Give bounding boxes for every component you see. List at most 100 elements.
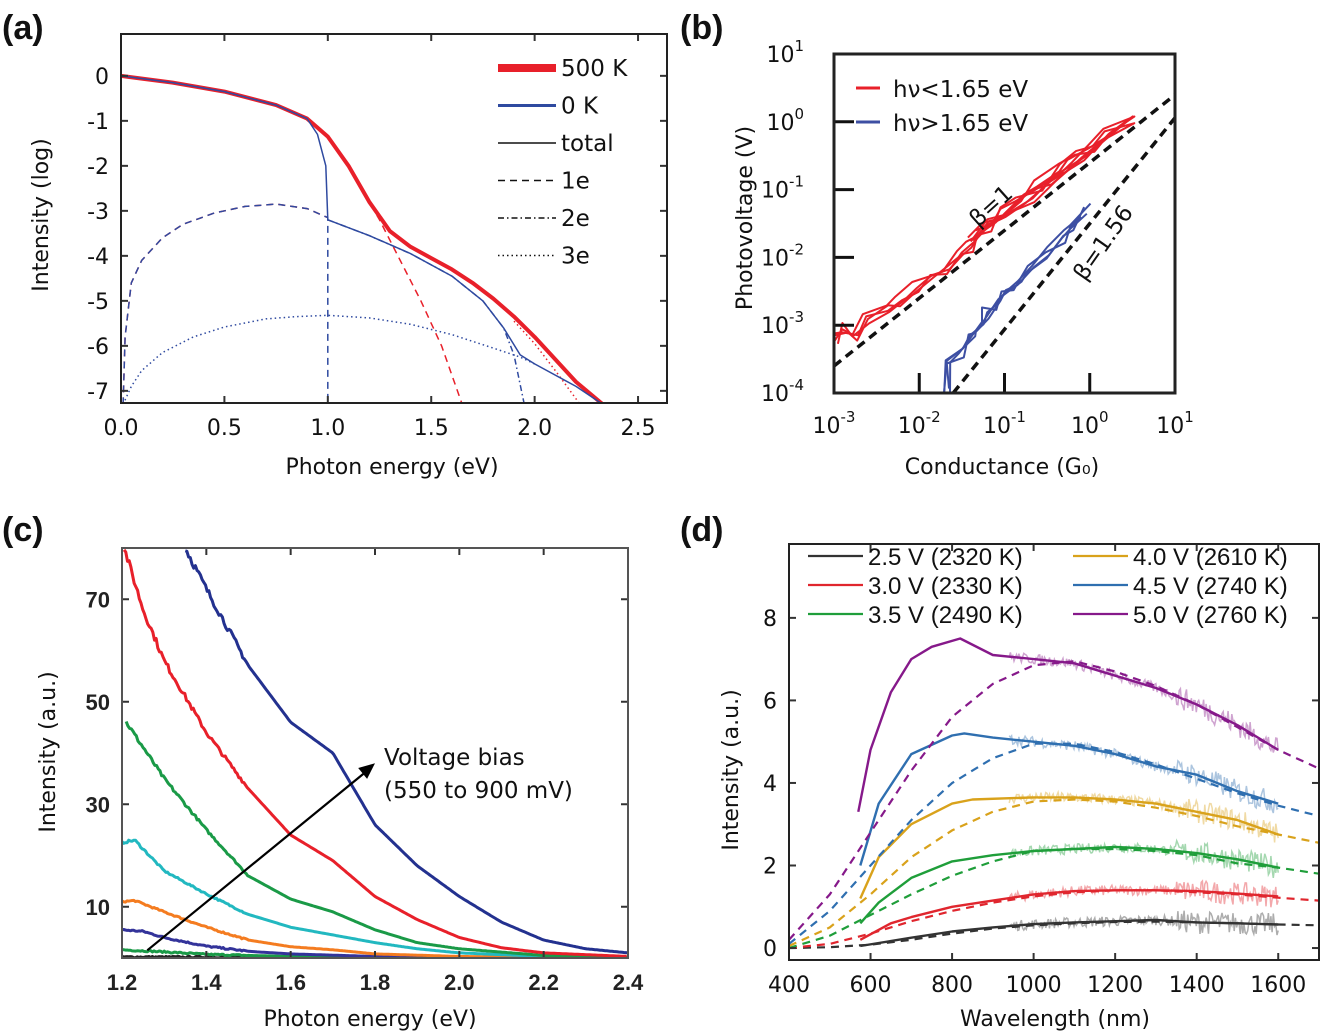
y-tick-label: -4	[87, 245, 109, 270]
x-tick-label: 2.2	[528, 970, 559, 995]
annotation-line1: Voltage bias	[384, 745, 525, 771]
x-tick-label: 1.6	[275, 970, 306, 995]
tick-exponent: 0	[794, 105, 804, 123]
fit-line	[789, 660, 1319, 941]
tick-base: 10	[766, 43, 794, 68]
series-line	[184, 549, 628, 955]
y-tick-label: 100	[766, 105, 804, 136]
legend-label: 3.5 V (2490 K)	[868, 602, 1023, 629]
series-line	[121, 75, 603, 403]
y-tick-label: -5	[87, 290, 109, 315]
panel-d: (d) Wavelength (nm) Intensity (a.u.) 400 600…	[680, 511, 1320, 1032]
y-tick-label: 30	[86, 792, 110, 817]
series-line	[122, 548, 627, 958]
x-tick-label: 0.5	[207, 416, 242, 441]
tick-exponent: -1	[1011, 408, 1026, 426]
series-line	[859, 845, 1279, 925]
tick-base: 10	[813, 414, 841, 439]
y-axis-label: Intensity (a.u.)	[719, 689, 744, 850]
x-tick-label: 400	[768, 973, 810, 998]
y-tick-label: 10	[86, 895, 110, 920]
y-tick-label: 70	[86, 587, 110, 612]
y-tick-label: -2	[87, 155, 109, 180]
x-tick-label: 1400	[1169, 973, 1225, 998]
y-axis-label: Photovoltage (V)	[733, 126, 758, 310]
tick-base: 10	[761, 246, 789, 271]
legend: 2.5 V (2320 K)3.0 V (2330 K)3.5 V (2490 …	[808, 544, 1288, 629]
legend-label: 0 K	[561, 94, 599, 120]
raw-data-line	[1008, 652, 1279, 753]
tick-exponent: -4	[789, 376, 804, 394]
legend-label: 2.5 V (2320 K)	[868, 544, 1023, 571]
fit-label: β=1.56	[1069, 201, 1139, 286]
legend-label: total	[561, 131, 614, 157]
tick-exponent: -1	[789, 173, 804, 191]
tick-base: 10	[898, 414, 926, 439]
panel-label: (a)	[2, 9, 44, 47]
panel-label: (d)	[680, 511, 723, 549]
x-tick-label: 1000	[1006, 973, 1062, 998]
y-axis-label: Intensity (log)	[29, 138, 54, 291]
x-tick-label: 10-1	[983, 408, 1026, 439]
x-axis-label: Photon energy (eV)	[263, 1007, 476, 1032]
legend-label: hν>1.65 eV	[893, 111, 1028, 137]
x-axis-label: Photon energy (eV)	[285, 455, 498, 480]
x-axis-label: Conductance (G₀)	[905, 455, 1099, 480]
tick-base: 10	[1071, 414, 1099, 439]
x-tick-label: 1600	[1250, 973, 1306, 998]
x-tick-label: 10-3	[813, 408, 856, 439]
fit-line	[834, 93, 1175, 368]
x-tick-label: 1.2	[107, 970, 138, 995]
legend-label: 500 K	[561, 56, 628, 82]
x-tick-label: 101	[1156, 408, 1194, 439]
x-tick-label: 1200	[1087, 973, 1143, 998]
legend-label: 4.0 V (2610 K)	[1133, 544, 1288, 571]
panel-a: (a) Photon energy (eV) Intensity (log) 0.0 0…	[2, 9, 668, 480]
x-tick-label: 2.5	[621, 416, 656, 441]
series-line	[121, 73, 605, 403]
x-tick-label: 0.0	[104, 416, 139, 441]
y-tick-label: -1	[87, 110, 109, 135]
legend: 500 K 0 K total 1e 2e 3e	[498, 56, 628, 270]
y-tick-label: -7	[87, 380, 109, 405]
annotation-line2: (550 to 900 mV)	[384, 778, 573, 804]
y-tick-label: -6	[87, 335, 109, 360]
series-line	[859, 889, 1279, 941]
series-line	[122, 203, 329, 403]
tick-exponent: -2	[926, 408, 941, 426]
series-line	[327, 219, 525, 403]
y-tick-label: 8	[763, 607, 777, 632]
x-tick-label: 1.5	[414, 416, 449, 441]
legend-label: 2e	[561, 206, 590, 232]
x-tick-label: 1.0	[310, 416, 345, 441]
series-line	[124, 720, 628, 958]
tick-base: 10	[761, 314, 789, 339]
tick-exponent: -3	[789, 308, 804, 326]
tick-base: 10	[761, 382, 789, 407]
raw-data-line	[1008, 789, 1279, 843]
y-tick-label: 0	[763, 937, 777, 962]
y-tick-label: 0	[95, 65, 109, 90]
voltage-bias-arrow	[146, 768, 370, 952]
x-tick-label: 2.4	[613, 970, 644, 995]
series-line	[835, 115, 1134, 342]
y-tick-label: 10-1	[761, 173, 804, 204]
series-line	[122, 838, 628, 958]
y-tick-label: -3	[87, 200, 109, 225]
x-tick-label: 2.0	[517, 416, 552, 441]
plot-area	[834, 93, 1175, 393]
x-tick-label: 1.8	[360, 970, 391, 995]
x-tick-label: 2.0	[444, 970, 475, 995]
plot-frame	[832, 52, 1177, 395]
panel-label: (c)	[2, 511, 44, 549]
y-tick-label: 10-2	[761, 240, 804, 271]
series-line	[122, 203, 329, 403]
plot-area	[789, 637, 1319, 950]
y-tick-label: 101	[766, 37, 804, 68]
panel-b: (b)Conductance (G₀)Photovoltage (V)10-3 1…	[680, 9, 1194, 480]
y-tick-label: 6	[763, 689, 777, 714]
series-line	[860, 918, 1279, 948]
tick-base: 10	[1156, 414, 1184, 439]
tick-exponent: -2	[789, 240, 804, 258]
